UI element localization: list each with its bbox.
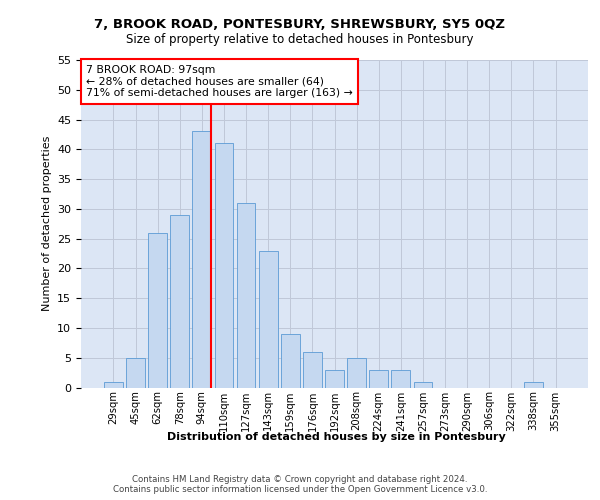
Text: 7 BROOK ROAD: 97sqm
← 28% of detached houses are smaller (64)
71% of semi-detach: 7 BROOK ROAD: 97sqm ← 28% of detached ho… xyxy=(86,65,353,98)
Bar xyxy=(370,370,388,388)
Bar xyxy=(281,334,299,388)
Bar xyxy=(236,203,256,388)
Bar xyxy=(170,215,189,388)
Bar xyxy=(347,358,366,388)
Bar xyxy=(259,250,278,388)
Text: Size of property relative to detached houses in Pontesbury: Size of property relative to detached ho… xyxy=(126,32,474,46)
Bar xyxy=(215,144,233,388)
Bar xyxy=(193,132,211,388)
Bar xyxy=(391,370,410,388)
Bar xyxy=(148,232,167,388)
Text: Contains HM Land Registry data © Crown copyright and database right 2024.
Contai: Contains HM Land Registry data © Crown c… xyxy=(113,474,487,494)
Text: 7, BROOK ROAD, PONTESBURY, SHREWSBURY, SY5 0QZ: 7, BROOK ROAD, PONTESBURY, SHREWSBURY, S… xyxy=(95,18,505,30)
Bar xyxy=(104,382,123,388)
Bar xyxy=(325,370,344,388)
Bar xyxy=(303,352,322,388)
Bar xyxy=(413,382,433,388)
Y-axis label: Number of detached properties: Number of detached properties xyxy=(41,136,52,312)
Text: Distribution of detached houses by size in Pontesbury: Distribution of detached houses by size … xyxy=(167,432,505,442)
Bar xyxy=(524,382,543,388)
Bar xyxy=(126,358,145,388)
